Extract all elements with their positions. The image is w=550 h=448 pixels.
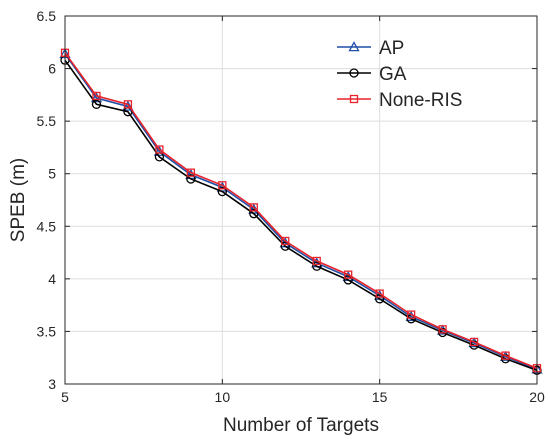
data-point-square <box>501 351 510 360</box>
data-point-circle <box>217 186 227 197</box>
legend-label: None-RIS <box>379 90 462 111</box>
legend-entry: None-RIS <box>337 90 462 111</box>
data-point-square <box>92 91 101 101</box>
y-tick-label: 6.5 <box>37 8 57 24</box>
data-point-circle <box>91 99 102 109</box>
legend-label: AP <box>379 38 404 59</box>
legend-marker-circle <box>349 68 359 78</box>
data-point-square <box>438 325 447 334</box>
data-point-circle <box>280 241 290 251</box>
y-tick-label: 6 <box>48 61 56 77</box>
y-axis-label: SPEB (m) <box>8 158 29 242</box>
data-point-square <box>281 236 290 246</box>
y-tick-label: 3 <box>48 376 56 392</box>
plot-background <box>65 16 537 384</box>
data-point-square <box>155 145 164 154</box>
data-point-circle <box>343 275 353 285</box>
legend-label: GA <box>379 64 407 85</box>
legend-entry: GA <box>337 64 407 85</box>
ticks: 5 10 15 20 3 3.5 4 4.5 5 5.5 6 6.5 <box>37 8 545 405</box>
y-tick-label: 5.5 <box>37 113 57 129</box>
y-tick-label: 4.5 <box>37 218 57 234</box>
data-point-square <box>375 289 384 298</box>
x-tick-label: 10 <box>215 389 231 405</box>
series-line <box>64 59 538 372</box>
y-tick-label: 4 <box>48 271 56 287</box>
data-point-circle <box>249 209 259 219</box>
data-point-circle <box>312 261 322 271</box>
data-point-square <box>312 256 321 266</box>
y-tick-label: 3.5 <box>37 323 57 339</box>
legend-marker-triangle <box>348 41 360 52</box>
y-tick-label: 5 <box>48 166 56 182</box>
data-point-square <box>123 100 133 109</box>
data-point-triangle <box>122 100 134 111</box>
x-tick-label: 20 <box>529 389 545 405</box>
x-axis-label: Number of Targets <box>223 415 379 436</box>
data-point-square <box>186 168 196 177</box>
series-line <box>64 52 538 369</box>
plot-frame <box>64 15 538 385</box>
series-line <box>64 53 538 371</box>
data-point-square <box>469 337 479 347</box>
data-point-triangle <box>90 92 103 103</box>
data-point-circle <box>186 174 196 184</box>
data-point-square <box>344 270 353 279</box>
series-none-ris <box>60 48 542 373</box>
x-tick-label: 15 <box>372 389 388 405</box>
data-point-circle <box>375 294 385 304</box>
x-tick-label: 5 <box>61 389 69 405</box>
data-point-square <box>218 181 227 190</box>
legend: AP GA None-RIS <box>337 38 462 111</box>
series-layer <box>59 48 543 375</box>
legend-entry: AP <box>337 38 404 59</box>
data-point-square <box>249 203 258 212</box>
legend-marker-square <box>349 94 359 104</box>
data-point-square <box>406 310 416 319</box>
